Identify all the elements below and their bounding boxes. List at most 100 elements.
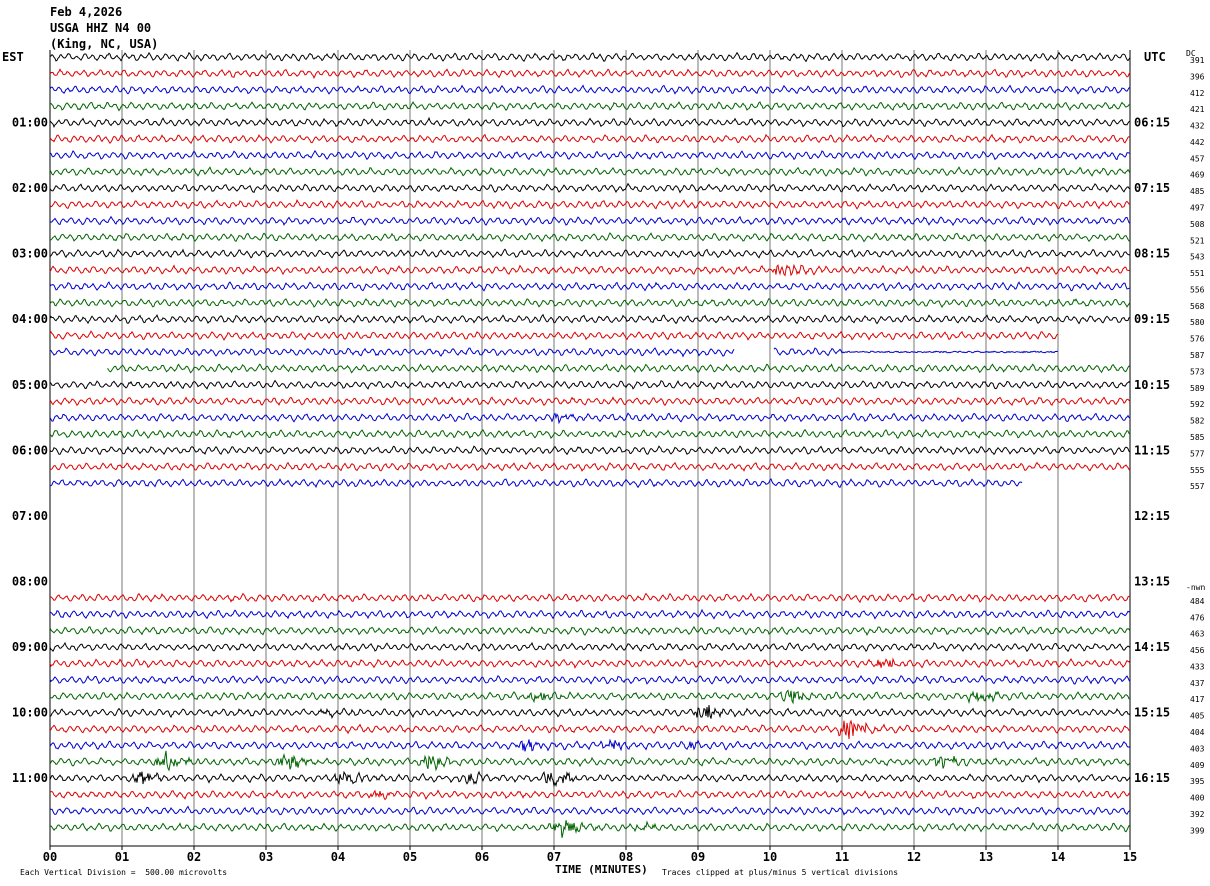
dc-offset-label: 437 xyxy=(1190,679,1205,688)
left-hour-label: 07:00 xyxy=(12,509,48,523)
dc-offset-label: 577 xyxy=(1190,449,1205,458)
x-tick-label: 00 xyxy=(43,850,57,864)
left-hour-label: 01:00 xyxy=(12,116,48,130)
x-tick-label: 13 xyxy=(979,850,993,864)
x-tick-label: 12 xyxy=(907,850,921,864)
dc-offset-label: 399 xyxy=(1190,826,1205,835)
x-tick-label: 10 xyxy=(763,850,777,864)
left-timezone-label: EST xyxy=(2,50,24,64)
seismic-trace xyxy=(49,478,1023,489)
seismic-trace xyxy=(49,182,1131,194)
dc-offset-label: 592 xyxy=(1190,400,1205,409)
seismic-trace xyxy=(49,625,1131,636)
seismic-trace xyxy=(49,347,1059,358)
seismic-trace xyxy=(49,84,1131,95)
dc-offset-label: 521 xyxy=(1190,236,1205,245)
seismic-trace xyxy=(49,428,1131,440)
seismic-trace xyxy=(49,657,1131,669)
x-tick-label: 05 xyxy=(403,850,417,864)
seismic-trace xyxy=(49,770,1131,788)
seismic-trace xyxy=(49,592,1131,604)
x-tick-label: 06 xyxy=(475,850,489,864)
left-hour-label: 08:00 xyxy=(12,574,48,588)
dc-offset-label: 580 xyxy=(1190,318,1205,327)
dc-offset-label: 556 xyxy=(1190,285,1205,294)
dc-offset-label: 395 xyxy=(1190,777,1205,786)
seismic-trace xyxy=(50,101,1131,112)
dc-offset-label: 417 xyxy=(1190,695,1205,704)
seismic-trace xyxy=(49,704,1131,719)
seismic-trace xyxy=(49,445,1131,456)
dc-offset-label: 508 xyxy=(1190,220,1205,229)
dc-offset-label: 392 xyxy=(1190,810,1205,819)
dc-offset-label: 403 xyxy=(1190,744,1205,753)
dc-offset-label: 391 xyxy=(1190,56,1205,65)
right-hour-label: 11:15 xyxy=(1134,443,1170,457)
x-tick-label: 03 xyxy=(259,850,273,864)
clip-note: Traces clipped at plus/minus 5 vertical … xyxy=(662,868,899,877)
header-date: Feb 4,2026 xyxy=(50,5,123,19)
scale-note: Each Vertical Division = 500.00 microvol… xyxy=(20,868,228,877)
seismic-trace xyxy=(49,805,1131,816)
dc-offset-label: 404 xyxy=(1190,728,1205,737)
left-hour-label: 04:00 xyxy=(12,312,48,326)
seismic-trace xyxy=(49,396,1131,407)
x-tick-label: 07 xyxy=(547,850,561,864)
dc-offset-label: 421 xyxy=(1190,105,1205,114)
seismic-trace xyxy=(49,198,1131,210)
seismic-trace xyxy=(49,461,1131,472)
x-tick-label: 04 xyxy=(331,850,345,864)
seismic-trace xyxy=(49,215,1131,227)
right-hour-label: 15:15 xyxy=(1134,706,1170,720)
left-hour-label: 06:00 xyxy=(12,443,48,457)
seismic-trace xyxy=(49,313,1131,325)
seismic-trace xyxy=(49,674,1131,685)
x-tick-label: 11 xyxy=(835,850,849,864)
header-station: USGA HHZ N4 00 xyxy=(50,21,152,35)
nwn-label: -nwn xyxy=(1186,583,1206,592)
dc-column-label: DC xyxy=(1186,49,1196,58)
seismic-trace xyxy=(49,750,1131,772)
seismic-trace xyxy=(49,281,1131,292)
seismic-trace xyxy=(49,689,1131,705)
left-hour-label: 11:00 xyxy=(12,771,48,785)
seismic-trace xyxy=(49,68,1131,79)
seismic-trace xyxy=(49,149,1131,161)
right-timezone-label: UTC xyxy=(1144,50,1166,64)
seismic-trace xyxy=(107,363,1130,374)
x-axis-title: TIME (MINUTES) xyxy=(555,863,648,876)
right-hour-label: 09:15 xyxy=(1134,312,1170,326)
right-hour-label: 06:15 xyxy=(1134,116,1170,130)
x-tick-label: 09 xyxy=(691,850,705,864)
header-location: (King, NC, USA) xyxy=(50,37,159,51)
right-hour-label: 12:15 xyxy=(1134,509,1170,523)
seismic-trace xyxy=(49,133,1131,145)
dc-offset-label: 469 xyxy=(1190,171,1205,180)
dc-offset-label: 557 xyxy=(1190,482,1205,491)
x-tick-label: 15 xyxy=(1123,850,1137,864)
right-hour-label: 16:15 xyxy=(1134,771,1170,785)
dc-offset-label: 457 xyxy=(1190,154,1205,163)
dc-offset-label: 396 xyxy=(1190,72,1205,81)
right-hour-label: 13:15 xyxy=(1134,574,1170,588)
dc-offset-label: 433 xyxy=(1190,662,1205,671)
seismic-trace xyxy=(49,263,1131,277)
dc-offset-label: 568 xyxy=(1190,302,1205,311)
dc-offset-label: 432 xyxy=(1190,122,1205,131)
left-hour-label: 09:00 xyxy=(12,640,48,654)
dc-offset-label: 585 xyxy=(1190,433,1205,442)
dc-offset-label: 582 xyxy=(1190,417,1205,426)
left-hour-label: 02:00 xyxy=(12,181,48,195)
dc-offset-label: 587 xyxy=(1190,351,1205,360)
dc-offset-label: 476 xyxy=(1190,613,1205,622)
x-tick-label: 01 xyxy=(115,850,129,864)
dc-offset-label: 485 xyxy=(1190,187,1205,196)
seismic-trace xyxy=(49,608,1131,620)
seismic-trace xyxy=(49,820,1131,838)
seismic-trace xyxy=(49,738,1131,752)
dc-offset-label: 497 xyxy=(1190,204,1205,213)
seismic-trace xyxy=(49,641,1131,653)
left-hour-label: 05:00 xyxy=(12,378,48,392)
seismic-trace xyxy=(49,116,1131,129)
